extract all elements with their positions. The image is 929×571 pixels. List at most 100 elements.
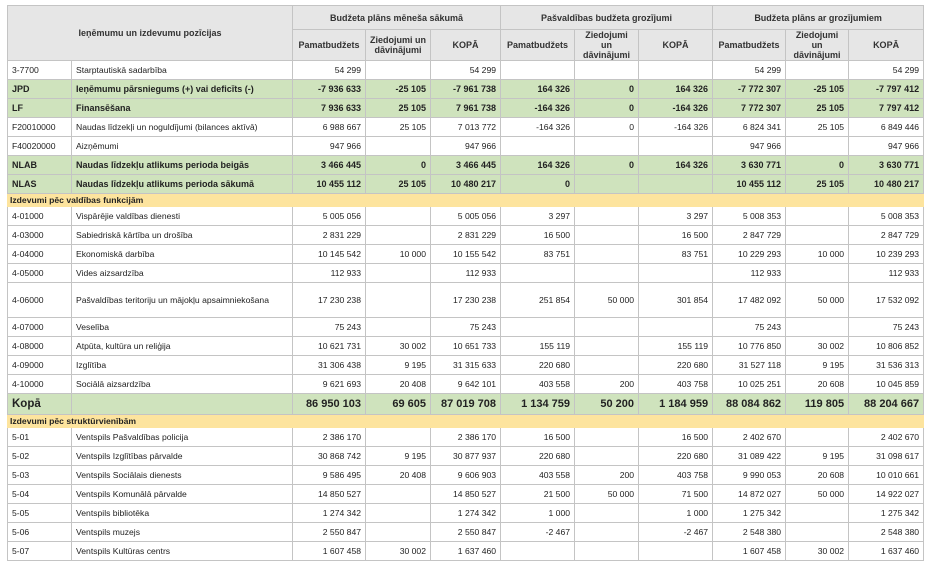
row-code: NLAS (7, 174, 72, 194)
section-header-row: Izdevumi pēc struktūrvienībām (6, 414, 925, 428)
cell-value: 20 408 (365, 374, 431, 394)
cell-value: 10 651 733 (429, 336, 502, 356)
row-name: Naudas līdzekļu atlikums perioda sākumā (71, 174, 293, 194)
cell-value: 7 961 738 (429, 98, 502, 118)
cell-value: 112 933 (848, 263, 925, 283)
cell-value (500, 541, 576, 561)
row-name: Naudas līdzekļu atlikums perioda beigās (71, 155, 293, 175)
cell-value: 30 002 (365, 541, 431, 561)
cell-value: 2 548 380 (712, 522, 787, 542)
cell-value: 947 966 (712, 136, 787, 156)
cell-value: 54 299 (848, 60, 925, 80)
cell-value: -2 467 (638, 522, 714, 542)
cell-value (574, 317, 640, 337)
cell-value: 200 (574, 465, 640, 485)
cell-value (785, 225, 850, 245)
column-header-base-budget: Pamatbudžets (500, 29, 576, 61)
cell-value: 112 933 (292, 263, 366, 283)
cell-value (365, 522, 431, 542)
cell-value: 10 155 542 (429, 244, 502, 264)
cell-value: 1 184 959 (638, 393, 714, 415)
column-header-donations: Ziedojumi un dāvinājumi (785, 29, 850, 61)
cell-value: 1 275 342 (712, 503, 787, 523)
cell-value: 220 680 (500, 355, 576, 375)
cell-value: 112 933 (429, 263, 502, 283)
cell-value (365, 503, 431, 523)
row-name: Ventspils muzejs (71, 522, 293, 542)
section-title: Izdevumi pēc valdības funkcijām (6, 193, 925, 207)
cell-value: 7 797 412 (848, 98, 925, 118)
cell-value: 1 607 458 (712, 541, 787, 561)
cell-value: 54 299 (712, 60, 787, 80)
cell-value (638, 317, 714, 337)
cell-value: 50 200 (574, 393, 640, 415)
cell-value: 1 637 460 (429, 541, 502, 561)
cell-value: 403 758 (638, 465, 714, 485)
table-row: 5-02 Ventspils Izglītības pārvalde 30 868 … (7, 446, 925, 466)
cell-value: 947 966 (429, 136, 502, 156)
cell-value (574, 541, 640, 561)
cell-value (785, 317, 850, 337)
cell-value: 50 000 (785, 484, 850, 504)
cell-value: 164 326 (638, 79, 714, 99)
cell-value: 0 (500, 174, 576, 194)
cell-value: 30 002 (785, 336, 850, 356)
cell-value: 5 008 353 (848, 206, 925, 226)
cell-value: 6 824 341 (712, 117, 787, 137)
cell-value: 1 000 (638, 503, 714, 523)
cell-value: 0 (574, 79, 640, 99)
row-code: 4-04000 (7, 244, 72, 264)
cell-value: 17 482 092 (712, 282, 787, 318)
row-name: Ventspils Pašvaldības policija (71, 427, 293, 447)
row-code: 5-02 (7, 446, 72, 466)
cell-value (638, 541, 714, 561)
row-code: 4-07000 (7, 317, 72, 337)
cell-value: 10 010 661 (848, 465, 925, 485)
cell-value: 10 776 850 (712, 336, 787, 356)
table-row: JPD Ieņēmumu pārsniegums (+) vai deficīts… (7, 79, 925, 99)
cell-value: 301 854 (638, 282, 714, 318)
row-code: 4-10000 (7, 374, 72, 394)
cell-value: 403 558 (500, 374, 576, 394)
cell-value: 220 680 (500, 446, 576, 466)
cell-value: 20 408 (365, 465, 431, 485)
column-header-total: KOPĀ (638, 29, 714, 61)
cell-value: 5 008 353 (712, 206, 787, 226)
cell-value: 155 119 (638, 336, 714, 356)
cell-value (500, 263, 576, 283)
row-name: Finansēšana (71, 98, 293, 118)
cell-value: 164 326 (638, 155, 714, 175)
cell-value (574, 174, 640, 194)
cell-value (365, 282, 431, 318)
row-name: Ventspils bibliotēka (71, 503, 293, 523)
cell-value: 3 297 (638, 206, 714, 226)
cell-value (500, 136, 576, 156)
cell-value: 2 831 229 (292, 225, 366, 245)
table-row: 4-06000 Pašvaldības teritoriju un mājokļu… (7, 282, 925, 318)
row-code: JPD (7, 79, 72, 99)
cell-value: 30 002 (365, 336, 431, 356)
cell-value: 9 195 (365, 355, 431, 375)
row-code: 4-09000 (7, 355, 72, 375)
cell-value (574, 522, 640, 542)
cell-value (574, 206, 640, 226)
row-code: 5-05 (7, 503, 72, 523)
cell-value: 2 847 729 (848, 225, 925, 245)
cell-value: 3 630 771 (848, 155, 925, 175)
cell-value: 88 084 862 (712, 393, 787, 415)
cell-value: 2 550 847 (292, 522, 366, 542)
cell-value: 1 274 342 (292, 503, 366, 523)
cell-value (785, 427, 850, 447)
cell-value: 88 204 667 (848, 393, 925, 415)
cell-value (638, 136, 714, 156)
cell-value: 0 (785, 155, 850, 175)
cell-value: 3 297 (500, 206, 576, 226)
cell-value: 25 105 (785, 174, 850, 194)
cell-value (785, 136, 850, 156)
cell-value: 31 527 118 (712, 355, 787, 375)
cell-value (365, 263, 431, 283)
cell-value: 87 019 708 (429, 393, 502, 415)
cell-value (365, 427, 431, 447)
cell-value (638, 60, 714, 80)
row-code: 5-06 (7, 522, 72, 542)
